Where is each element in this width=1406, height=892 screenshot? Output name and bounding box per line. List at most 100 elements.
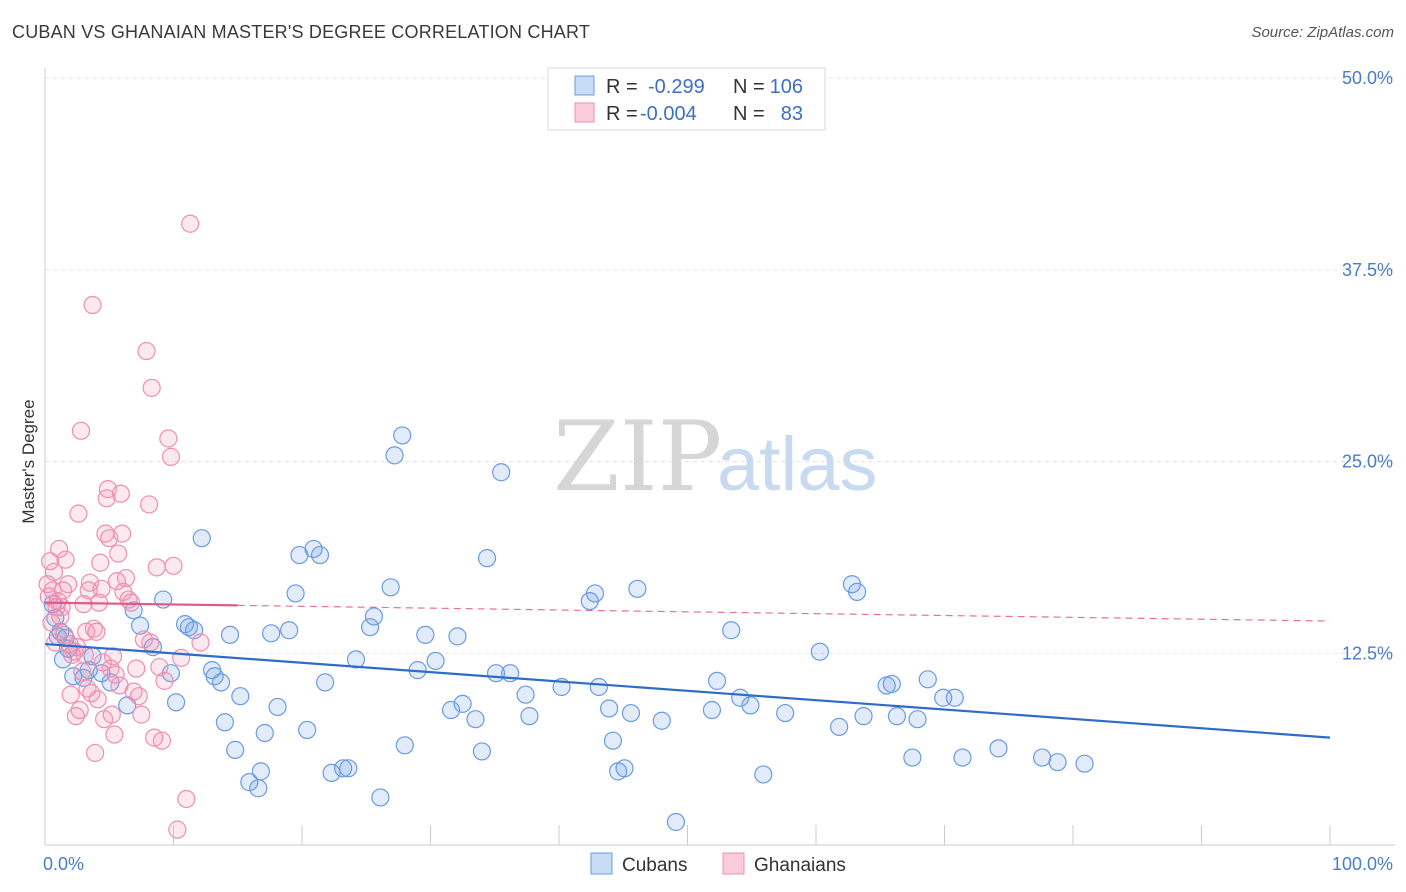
point-ghanaians (41, 552, 60, 571)
point-ghanaians (168, 820, 187, 839)
point-ghanaians (97, 489, 116, 508)
y-axis-label: Master's Degree (19, 399, 38, 523)
trend-line-cubans (44, 642, 1331, 739)
point-cubans (251, 762, 270, 781)
point-cubans (589, 677, 608, 697)
trend-line-dashed-ghanaians (237, 604, 1331, 622)
point-cubans (707, 671, 727, 690)
point-cubans (615, 759, 634, 778)
point-ghanaians (121, 593, 141, 612)
x-tick-label: 100.0% (1332, 854, 1393, 874)
series-ghanaians (38, 214, 210, 839)
point-cubans (268, 697, 287, 717)
point-ghanaians (71, 421, 91, 440)
point-cubans (516, 685, 535, 704)
tick-labels: 12.5% 25.0% 37.5% 50.0% 0.0% 100.0% (43, 68, 1393, 874)
point-cubans (280, 621, 299, 640)
point-ghanaians (59, 575, 78, 594)
point-cubans (220, 625, 240, 644)
legend-swatch-cubans (574, 75, 595, 96)
point-cubans (416, 625, 435, 644)
point-cubans (448, 627, 467, 646)
x-tick-label: 0.0% (43, 854, 84, 874)
point-ghanaians (80, 573, 100, 592)
point-cubans (371, 788, 390, 807)
point-ghanaians (73, 662, 92, 681)
point-cubans (621, 703, 641, 723)
trend-line-solid-ghanaians (44, 601, 238, 607)
point-ghanaians (161, 447, 181, 466)
point-ghanaians (159, 429, 178, 448)
point-cubans (262, 624, 281, 643)
point-ghanaians (70, 700, 89, 720)
legend-r-label-ghanaians: R = (606, 103, 638, 125)
point-cubans (154, 590, 173, 609)
watermark: ZIP atlas (553, 401, 878, 513)
legend-bottom-label-ghanaians: Ghanaians (754, 855, 846, 876)
legend-r-value-cubans: -0.299 (648, 76, 705, 98)
point-ghanaians (83, 295, 102, 315)
point-cubans (364, 607, 384, 626)
point-ghanaians (50, 539, 69, 559)
point-ghanaians (172, 648, 191, 667)
point-cubans (472, 742, 491, 761)
point-ghanaians (150, 657, 169, 677)
axes (44, 68, 1395, 846)
point-ghanaians (127, 659, 146, 678)
point-cubans (466, 710, 485, 729)
point-cubans (255, 723, 274, 743)
point-cubans (652, 711, 671, 730)
point-cubans (722, 621, 741, 640)
point-cubans (316, 673, 335, 692)
series-cubans (43, 426, 1094, 832)
point-ghanaians (55, 625, 74, 644)
point-cubans (346, 650, 366, 669)
point-cubans (226, 740, 245, 759)
point-cubans (666, 812, 686, 832)
point-cubans (385, 446, 404, 465)
point-ghanaians (61, 685, 80, 704)
point-cubans (600, 699, 619, 718)
y-tick-label: 50.0% (1342, 68, 1393, 88)
point-ghanaians (91, 553, 110, 572)
point-cubans (1075, 754, 1094, 773)
point-ghanaians (129, 687, 148, 706)
point-cubans (628, 579, 647, 598)
point-ghanaians (132, 705, 151, 724)
watermark-zip: ZIP (553, 401, 722, 513)
point-cubans (945, 688, 964, 707)
point-cubans (903, 748, 922, 767)
legend-n-value-ghanaians: 83 (781, 103, 803, 125)
legend-swatch-ghanaians (574, 102, 595, 123)
point-ghanaians (86, 743, 105, 763)
point-cubans (754, 765, 773, 784)
point-cubans (830, 717, 849, 736)
point-ghanaians (112, 524, 132, 543)
point-cubans (215, 713, 234, 732)
point-ghanaians (69, 504, 88, 523)
legend-n-value-cubans: 106 (770, 76, 803, 98)
point-cubans (334, 759, 353, 778)
y-tick-label: 37.5% (1342, 260, 1393, 280)
point-cubans (702, 700, 722, 720)
point-cubans (1033, 748, 1052, 767)
point-ghanaians (43, 581, 62, 600)
point-ghanaians (92, 579, 111, 598)
point-cubans (130, 616, 150, 635)
point-cubans (908, 710, 927, 729)
point-ghanaians (75, 645, 94, 664)
legend-n-label-ghanaians: N = (733, 103, 765, 125)
point-cubans (918, 670, 937, 689)
point-cubans (453, 694, 472, 713)
point-cubans (393, 426, 412, 445)
point-ghanaians (177, 789, 196, 809)
point-cubans (441, 700, 461, 720)
point-cubans (854, 707, 873, 726)
legend-bottom-swatch-ghanaians (722, 852, 745, 875)
point-ghanaians (52, 598, 71, 617)
point-cubans (249, 779, 268, 798)
point-ghanaians (44, 562, 64, 582)
point-cubans (603, 731, 623, 750)
point-cubans (310, 545, 330, 565)
